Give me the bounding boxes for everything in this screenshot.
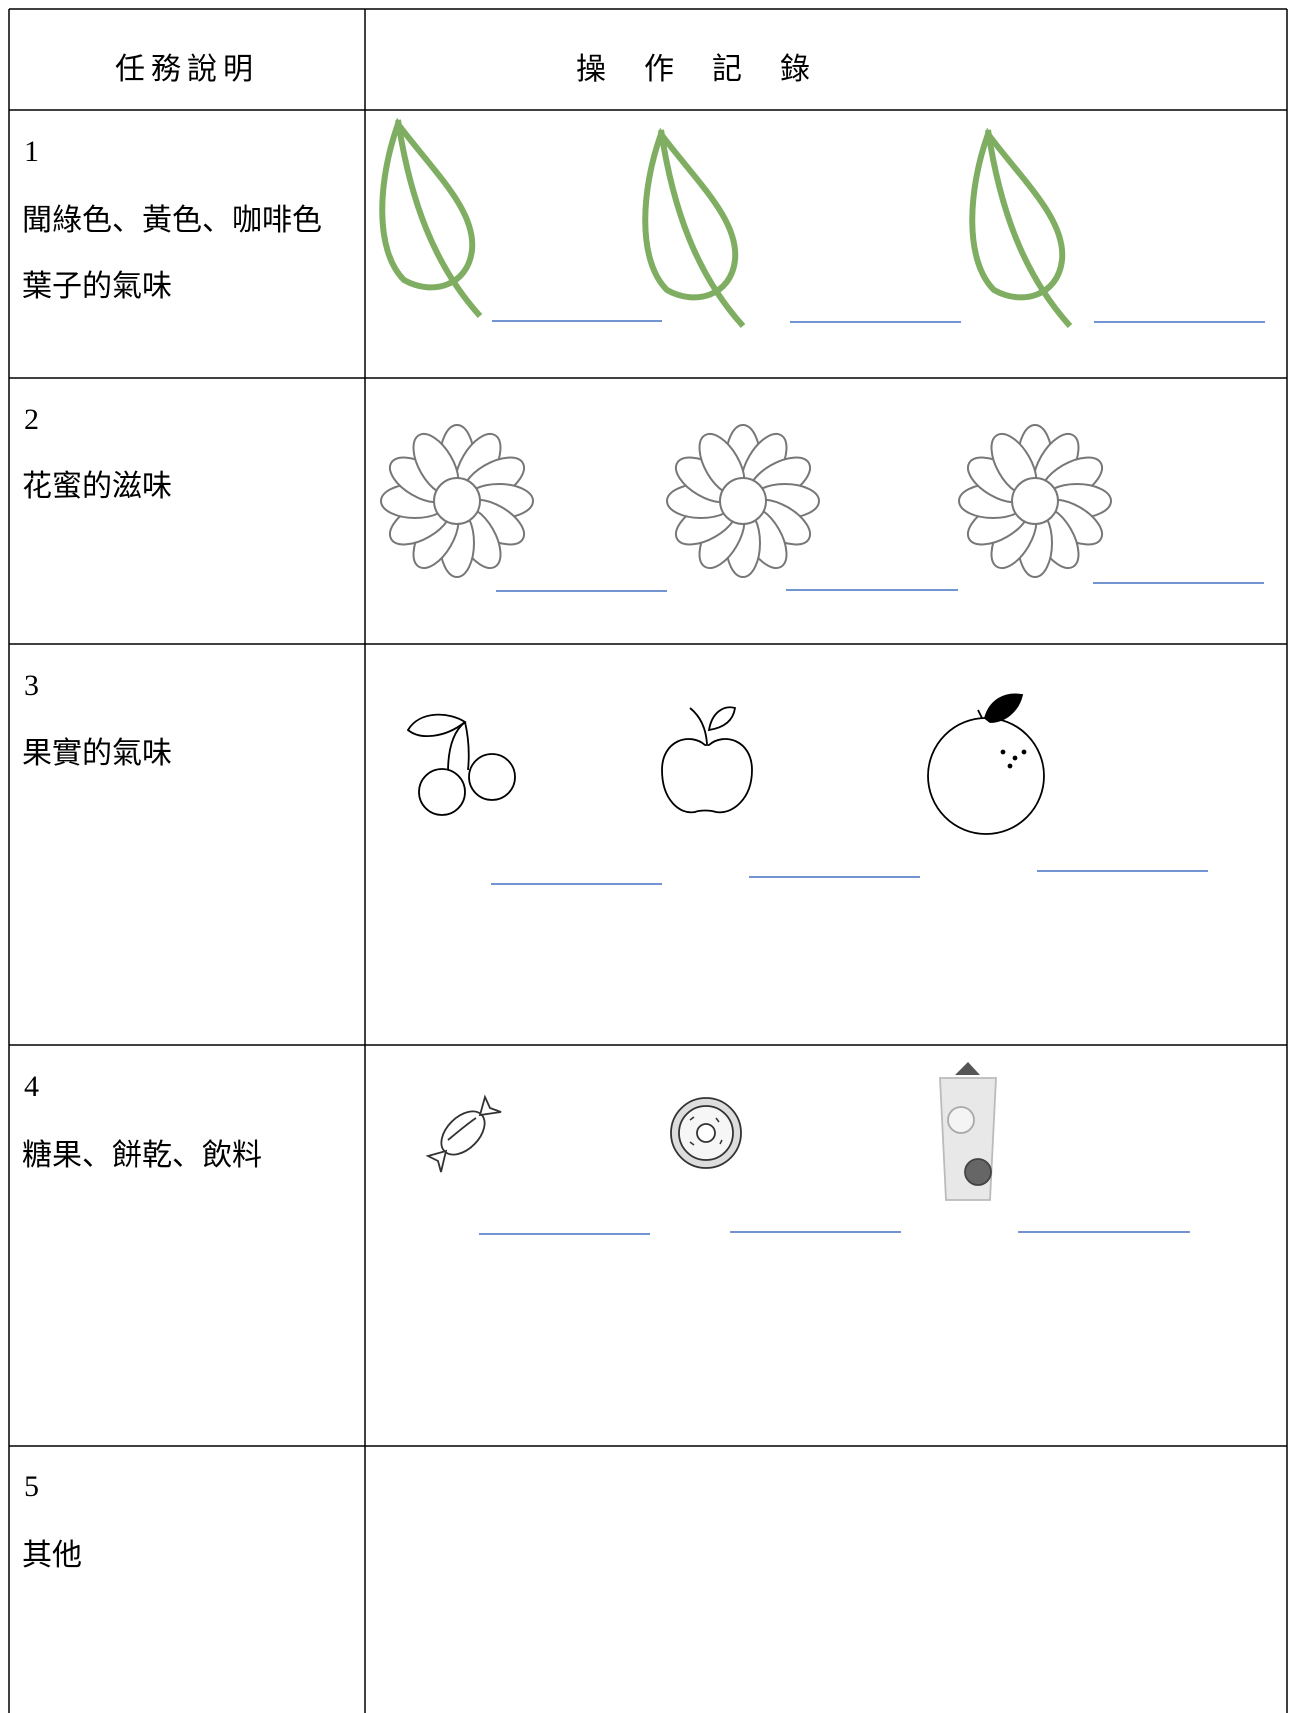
row-number: 4 xyxy=(24,1070,39,1103)
task-description: 葉子的氣味 xyxy=(22,270,172,303)
task-description: 糖果、餅乾、飲料 xyxy=(22,1139,262,1172)
row-number: 1 xyxy=(24,135,39,168)
donut-icon xyxy=(670,1097,742,1169)
snack-icons xyxy=(425,1062,997,1201)
candy-icon xyxy=(425,1094,502,1173)
header-record: 操作記錄 xyxy=(576,53,848,86)
leaf-icons xyxy=(382,120,1070,326)
task-description: 聞綠色、黃色、咖啡色 xyxy=(22,204,322,237)
row-number: 5 xyxy=(24,1470,39,1503)
flower-icons xyxy=(380,424,1112,578)
task-description: 其他 xyxy=(22,1539,82,1572)
answer-blanks xyxy=(492,320,1265,323)
task-description: 花蜜的滋味 xyxy=(22,470,172,503)
header-task: 任務說明 xyxy=(115,53,259,86)
answer-blanks xyxy=(479,1231,1190,1235)
table-grid xyxy=(8,8,1288,1713)
row-number: 2 xyxy=(24,403,39,436)
orange-icon xyxy=(927,693,1045,835)
drink-icon xyxy=(939,1062,997,1201)
answer-blanks xyxy=(496,582,1264,592)
row-number: 3 xyxy=(24,669,39,702)
answer-blanks xyxy=(491,870,1208,885)
cherry-icon xyxy=(406,713,516,816)
fruit-icons xyxy=(406,693,1045,835)
task-description: 果實的氣味 xyxy=(22,737,172,770)
apple-icon xyxy=(661,706,753,814)
